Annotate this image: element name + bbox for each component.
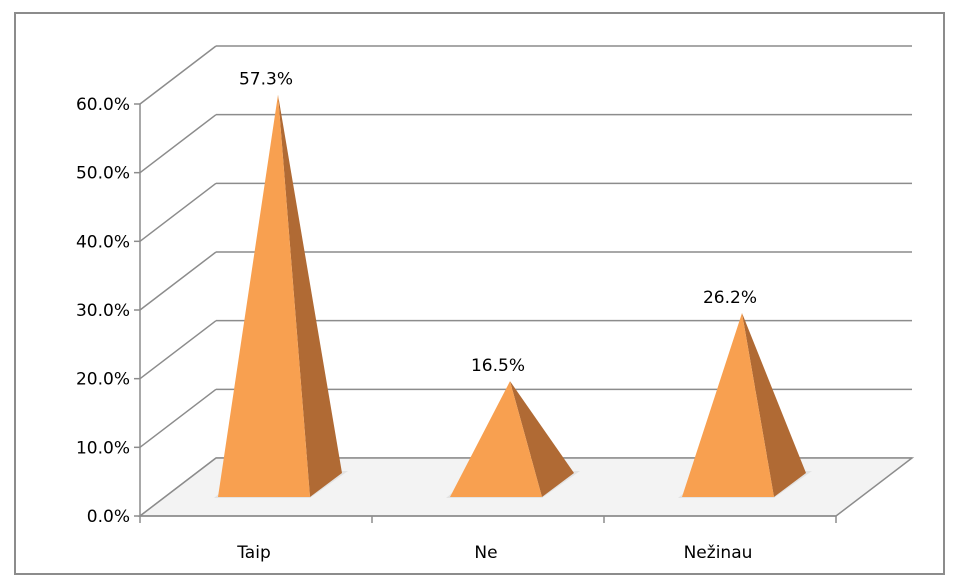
category-label: Taip	[236, 543, 271, 563]
data-label: 26.2%	[703, 288, 757, 308]
pyramid-nežinau	[678, 313, 812, 498]
pyramid-side-face	[510, 381, 574, 497]
y-tick-label: 60.0%	[76, 95, 130, 115]
y-tick-label: 30.0%	[76, 301, 130, 321]
gridline-side	[139, 251, 217, 311]
data-label: 16.5%	[471, 356, 525, 376]
gridline-side	[139, 45, 217, 105]
gridline-side	[139, 320, 217, 380]
y-tick-label: 0.0%	[87, 507, 130, 527]
pyramid-front-face	[450, 381, 542, 497]
pyramid-series	[214, 94, 812, 498]
y-tick-label: 50.0%	[76, 164, 130, 184]
pyramid-front-face	[218, 94, 310, 497]
y-tick-label: 10.0%	[76, 438, 130, 458]
category-label: Nežinau	[684, 543, 753, 563]
pyramid-taip	[214, 94, 348, 498]
category-label: Ne	[474, 543, 497, 563]
data-label: 57.3%	[239, 70, 293, 90]
pyramid-ne	[446, 381, 580, 498]
y-tick-label: 40.0%	[76, 232, 130, 252]
gridline-side	[139, 182, 217, 242]
data-labels: 57.3% 16.5% 26.2%	[239, 70, 757, 376]
gridline-side	[139, 388, 217, 448]
category-labels: Taip Ne Nežinau	[236, 543, 752, 563]
pyramid-front-face	[682, 313, 774, 497]
y-tick-label: 20.0%	[76, 370, 130, 390]
gridline-side	[139, 114, 217, 174]
y-axis-ticks: 0.0% 10.0% 20.0% 30.0% 40.0% 50.0% 60.0%	[76, 95, 140, 527]
pyramid-side-face	[278, 94, 342, 497]
pyramid-side-face	[742, 313, 806, 497]
